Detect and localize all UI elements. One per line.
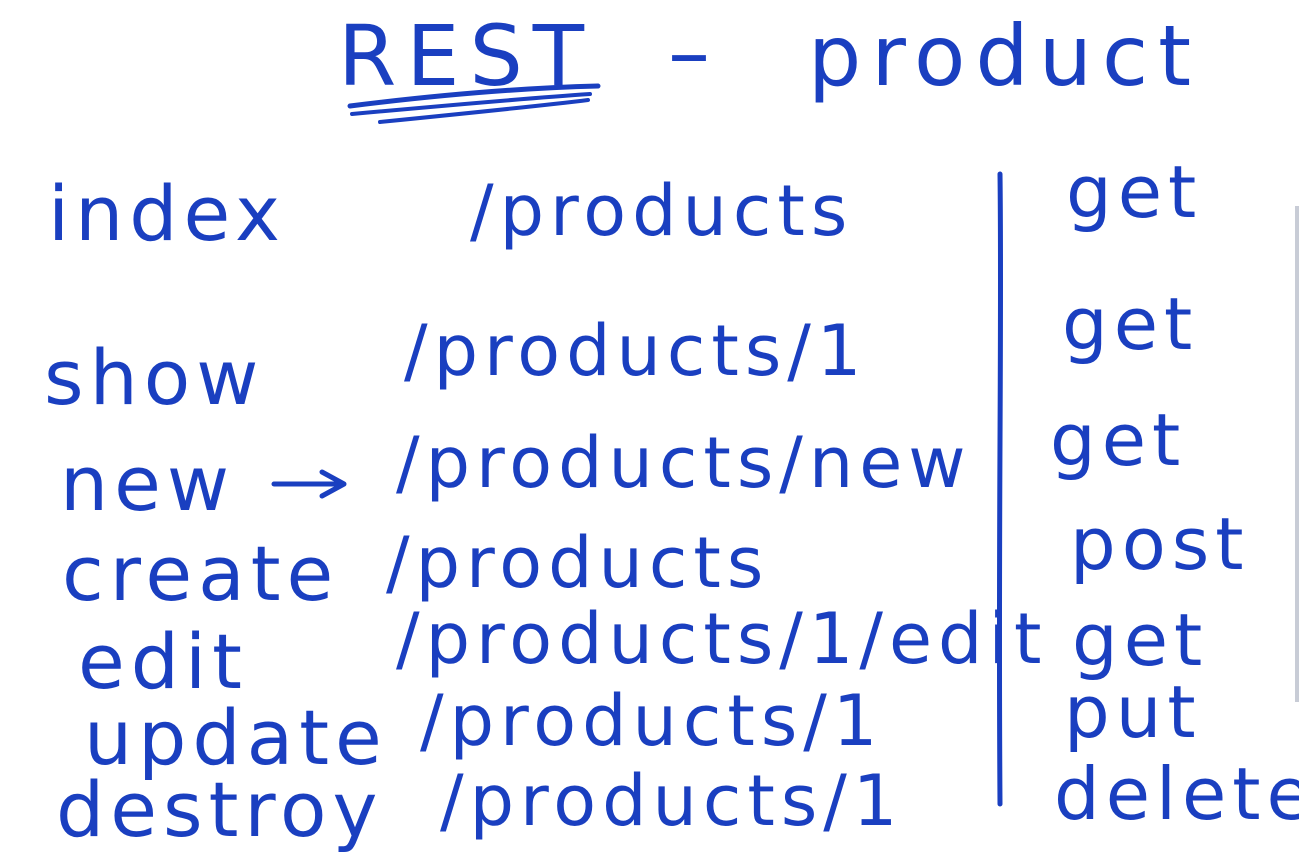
action-index: index bbox=[48, 169, 286, 258]
action-destroy: destroy bbox=[56, 765, 384, 854]
verb-destroy: delete bbox=[1054, 752, 1299, 836]
verb-edit: get bbox=[1072, 598, 1209, 682]
title-rest: REST bbox=[338, 7, 595, 105]
title-dash: – bbox=[668, 3, 720, 101]
column-divider bbox=[996, 171, 1004, 807]
verb-new: get bbox=[1050, 398, 1187, 482]
verb-show: get bbox=[1062, 282, 1199, 366]
path-create: /products bbox=[386, 522, 770, 604]
action-create: create bbox=[62, 529, 340, 618]
verb-update: put bbox=[1064, 670, 1202, 754]
verb-index: get bbox=[1066, 150, 1203, 234]
path-edit: /products/1/edit bbox=[396, 598, 1048, 680]
path-update: /products/1 bbox=[420, 680, 884, 762]
action-update: update bbox=[84, 693, 388, 782]
action-edit: edit bbox=[78, 617, 248, 706]
action-show: show bbox=[44, 333, 265, 422]
path-index: /products bbox=[470, 170, 854, 252]
path-destroy: /products/1 bbox=[440, 760, 904, 842]
path-new: /products/new bbox=[396, 422, 972, 504]
title-product: product bbox=[808, 7, 1202, 105]
window-edge bbox=[1295, 206, 1299, 702]
verb-create: post bbox=[1070, 502, 1250, 586]
path-show: /products/1 bbox=[404, 310, 868, 392]
arrow-head bbox=[319, 469, 347, 499]
action-new: new bbox=[60, 439, 236, 528]
